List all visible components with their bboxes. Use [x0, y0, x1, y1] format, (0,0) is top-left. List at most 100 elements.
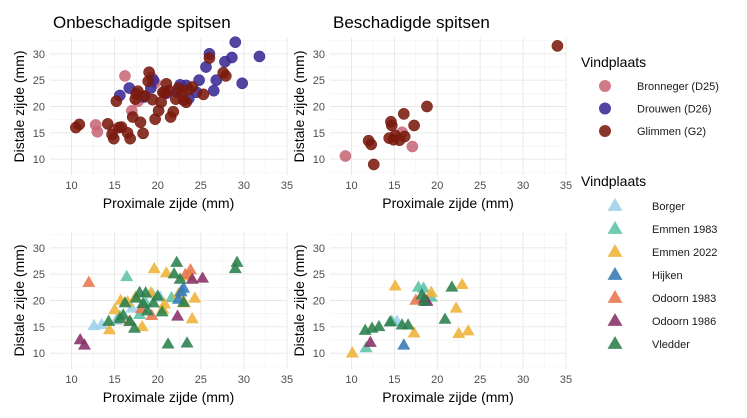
legend-label: Borger	[652, 201, 685, 213]
data-point	[229, 36, 242, 49]
data-point	[345, 346, 359, 358]
legend-label: Drouwen (D26)	[637, 104, 712, 116]
data-point	[82, 275, 96, 287]
data-point	[397, 108, 410, 120]
data-point	[228, 261, 242, 274]
grid	[330, 38, 567, 175]
legend-label: Odoorn 1986	[652, 316, 716, 328]
legend-label: Bronneger (D25)	[637, 81, 719, 93]
data-point	[139, 286, 153, 298]
y-tick-label: 15	[33, 128, 45, 140]
data-point	[339, 150, 352, 162]
data-point	[123, 314, 137, 326]
data-point	[167, 267, 181, 279]
y-tick-label: 25	[33, 269, 45, 281]
data-point	[102, 314, 116, 326]
data-point	[186, 81, 199, 93]
data-point	[140, 304, 154, 316]
data-point	[452, 326, 466, 338]
data-point	[455, 277, 469, 289]
data-point	[461, 324, 475, 336]
legend-key	[607, 197, 623, 211]
scatter-panel-undamaged: 10 15 20 25 30 35 10 15 20 25 30 Proximale zijde (m…	[11, 36, 293, 211]
data-point	[253, 50, 266, 63]
x-tick-label: 35	[281, 180, 293, 192]
y-tick-label: 30	[33, 243, 45, 255]
data-points	[70, 36, 266, 145]
grid	[50, 38, 288, 175]
data-point	[207, 84, 220, 97]
data-point	[147, 261, 161, 274]
data-point	[397, 338, 411, 350]
data-point	[118, 296, 132, 308]
grid	[330, 232, 567, 369]
x-axis-label: Proximale zijde (mm)	[103, 195, 234, 211]
data-points	[345, 277, 475, 358]
data-point	[167, 105, 180, 118]
legend-label: Hijken	[652, 270, 683, 282]
data-point	[171, 309, 185, 321]
x-tick-label: 25	[195, 374, 207, 386]
scatter-panel-undamaged-sites2: 10 15 20 25 30 35 10 15 20 25 30 Proximale zijde (m…	[11, 232, 293, 405]
y-tick-label: 10	[33, 348, 45, 360]
x-tick-label: 30	[517, 374, 529, 386]
y-tick-label: 20	[33, 296, 45, 308]
data-point	[137, 127, 149, 140]
scatter-panel-damaged-sites2: 10 15 20 25 30 35 10 15 20 25 30 Proximale zijde (m…	[291, 232, 572, 405]
x-tick-label: 10	[345, 374, 357, 386]
y-tick-label: 10	[313, 154, 325, 166]
data-point	[365, 138, 378, 151]
x-axis-label: Proximale zijde (mm)	[382, 195, 513, 211]
x-tick-label: 10	[65, 374, 77, 386]
data-point	[551, 40, 564, 52]
data-points	[73, 255, 244, 350]
data-point	[230, 255, 244, 267]
data-point	[188, 291, 202, 303]
data-point	[225, 51, 238, 64]
x-tick-label: 25	[474, 180, 486, 192]
data-point	[129, 291, 143, 303]
y-axis-label: Distale zijde (mm)	[291, 244, 307, 356]
y-axis-label: Distale zijde (mm)	[11, 244, 27, 356]
data-point	[124, 132, 136, 145]
y-tick-label: 20	[33, 102, 45, 114]
data-point	[388, 279, 402, 291]
legend-key	[607, 289, 623, 303]
data-point	[91, 125, 104, 138]
data-point	[408, 119, 420, 132]
data-point	[438, 312, 452, 324]
data-point	[136, 296, 150, 308]
legend-label: Vledder	[652, 339, 690, 351]
x-tick-label: 20	[152, 180, 164, 192]
data-point	[185, 311, 199, 324]
data-point	[177, 295, 191, 307]
legend-label: Odoorn 1983	[652, 293, 716, 305]
data-point	[196, 271, 210, 283]
panel-title-damaged: Beschadigde spitsen	[333, 13, 490, 32]
data-point	[406, 140, 419, 153]
y-tick-label: 15	[33, 322, 45, 334]
panel-title-undamaged: Onbeschadigde spitsen	[53, 13, 231, 32]
data-point	[161, 337, 175, 349]
data-point	[125, 301, 139, 313]
x-axis-label: Proximale zijde (mm)	[103, 389, 234, 405]
data-point	[401, 318, 415, 330]
data-point	[129, 93, 142, 105]
x-tick-label: 25	[195, 180, 207, 192]
legend-key	[599, 80, 611, 92]
y-tick-label: 15	[313, 322, 325, 334]
data-point	[170, 255, 184, 267]
x-tick-label: 15	[109, 180, 121, 192]
x-tick-label: 35	[281, 374, 293, 386]
x-axis-label: Proximale zijde (mm)	[382, 389, 513, 405]
data-point	[417, 281, 431, 293]
data-point	[363, 335, 377, 347]
data-point	[197, 88, 210, 101]
data-point	[183, 262, 197, 275]
data-point	[133, 307, 147, 320]
data-point	[159, 266, 173, 278]
data-point	[127, 321, 141, 333]
y-tick-label: 30	[33, 49, 45, 61]
data-points	[339, 40, 564, 171]
data-point	[73, 118, 86, 131]
